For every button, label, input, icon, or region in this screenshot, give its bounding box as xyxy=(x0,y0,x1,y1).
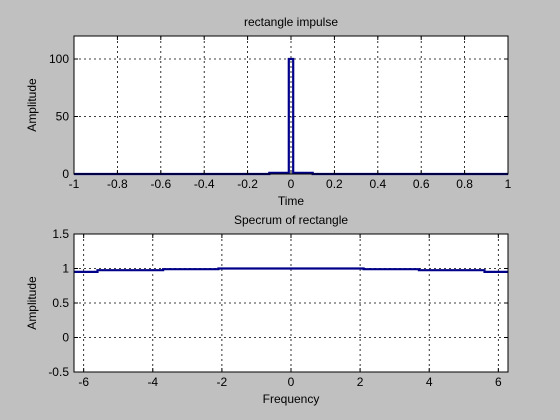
x-tick-label: 2 xyxy=(357,375,364,389)
x-tick-label: 0 xyxy=(288,177,295,191)
x-tick-label: 4 xyxy=(426,375,433,389)
ticks-rectangle-impulse: -1 -0.8 -0.6 -0.4 -0.2 0 0.2 0.4 0.6 0.8 1 0 50 100 xyxy=(49,36,512,191)
x-tick-label: 0.2 xyxy=(326,177,343,191)
series-line xyxy=(74,267,508,273)
y-tick-label: 50 xyxy=(56,110,70,124)
x-tick-label: 0.4 xyxy=(369,177,386,191)
series-line xyxy=(74,57,508,176)
y-tick-label: 1 xyxy=(62,262,69,276)
y-tick-label: 0.5 xyxy=(52,296,69,310)
chart-title: Specrum of rectangle xyxy=(234,213,348,227)
x-tick-label: 0 xyxy=(288,375,295,389)
x-tick-label: -0.8 xyxy=(107,177,128,191)
x-tick-label: 0.8 xyxy=(456,177,473,191)
y-tick-label: -0.5 xyxy=(48,365,69,379)
x-axis-label: Time xyxy=(278,194,305,208)
x-tick-label: 0.6 xyxy=(413,177,430,191)
chart-title: rectangle impulse xyxy=(244,15,338,29)
x-tick-label: -1 xyxy=(69,177,80,191)
y-tick-label: 100 xyxy=(49,52,69,66)
x-tick-label: -0.6 xyxy=(150,177,171,191)
y-axis-label: Amplitude xyxy=(25,78,39,132)
x-tick-label: -6 xyxy=(78,375,89,389)
series-group-rectangle-impulse xyxy=(74,57,508,176)
x-tick-label: -4 xyxy=(147,375,158,389)
axes-spectrum: -6 -4 -2 0 2 4 6 -0.5 0 0.5 1 1.5 Specrum of rectan… xyxy=(25,213,509,406)
x-tick-label: -0.4 xyxy=(194,177,215,191)
x-tick-label: 6 xyxy=(495,375,502,389)
axes-rectangle-impulse: -1 -0.8 -0.6 -0.4 -0.2 0 0.2 0.4 0.6 0.8 1 0 50 100 r… xyxy=(25,15,512,208)
series-group-spectrum xyxy=(74,267,508,273)
y-tick-label: 0 xyxy=(62,331,69,345)
x-tick-label: -0.2 xyxy=(237,177,258,191)
x-axis-label: Frequency xyxy=(263,392,320,406)
x-tick-label: -2 xyxy=(217,375,228,389)
y-tick-label: 1.5 xyxy=(52,227,69,241)
y-tick-label: 0 xyxy=(62,167,69,181)
grid-spectrum xyxy=(74,234,508,372)
ticks-spectrum: -6 -4 -2 0 2 4 6 -0.5 0 0.5 1 1.5 xyxy=(48,227,508,389)
x-tick-label: 1 xyxy=(505,177,512,191)
y-axis-label: Amplitude xyxy=(25,276,39,330)
